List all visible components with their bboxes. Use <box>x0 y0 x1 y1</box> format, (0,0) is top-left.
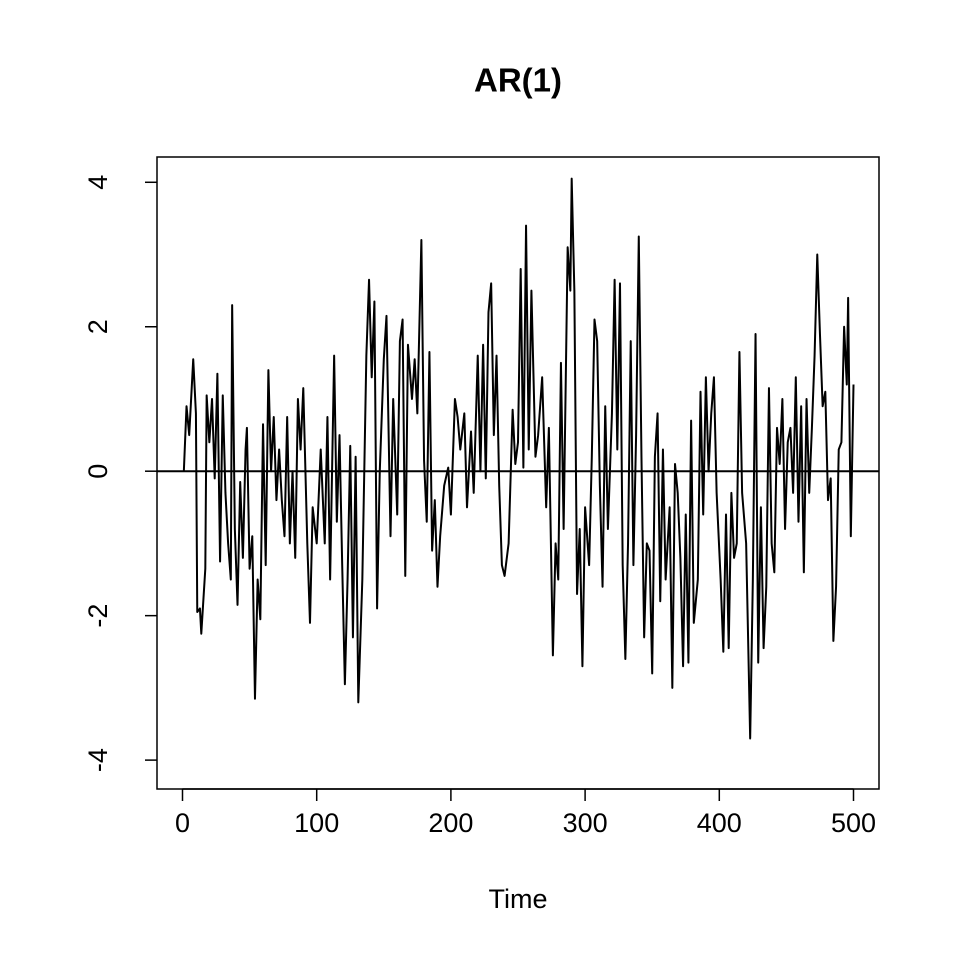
y-tick-label: -4 <box>83 748 113 772</box>
y-tick-label: -2 <box>83 604 113 628</box>
series-line <box>182 177 855 740</box>
x-tick-label: 300 <box>563 808 608 838</box>
x-tick-label: 400 <box>697 808 742 838</box>
y-tick-label: 2 <box>83 319 113 334</box>
x-axis-label: Time <box>489 884 548 914</box>
x-tick-label: 100 <box>294 808 339 838</box>
y-tick-label: 4 <box>83 175 113 190</box>
chart-title: AR(1) <box>474 62 562 99</box>
x-tick-label: 200 <box>428 808 473 838</box>
x-tick-label: 0 <box>175 808 190 838</box>
x-tick-label: 500 <box>831 808 876 838</box>
y-tick-label: 0 <box>83 464 113 479</box>
